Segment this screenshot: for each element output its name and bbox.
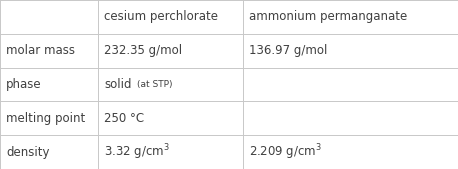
Text: molar mass: molar mass <box>6 44 75 57</box>
Text: 136.97 g/mol: 136.97 g/mol <box>249 44 327 57</box>
Text: solid: solid <box>104 78 132 91</box>
Text: cesium perchlorate: cesium perchlorate <box>104 10 218 23</box>
Text: 250 °C: 250 °C <box>104 112 145 125</box>
Text: melting point: melting point <box>6 112 85 125</box>
Text: (at STP): (at STP) <box>137 80 173 89</box>
Text: 2.209 g/cm$^3$: 2.209 g/cm$^3$ <box>249 142 322 162</box>
Text: 232.35 g/mol: 232.35 g/mol <box>104 44 183 57</box>
Text: ammonium permanganate: ammonium permanganate <box>249 10 407 23</box>
Text: density: density <box>6 146 49 159</box>
Text: 3.32 g/cm$^3$: 3.32 g/cm$^3$ <box>104 142 170 162</box>
Text: phase: phase <box>6 78 42 91</box>
